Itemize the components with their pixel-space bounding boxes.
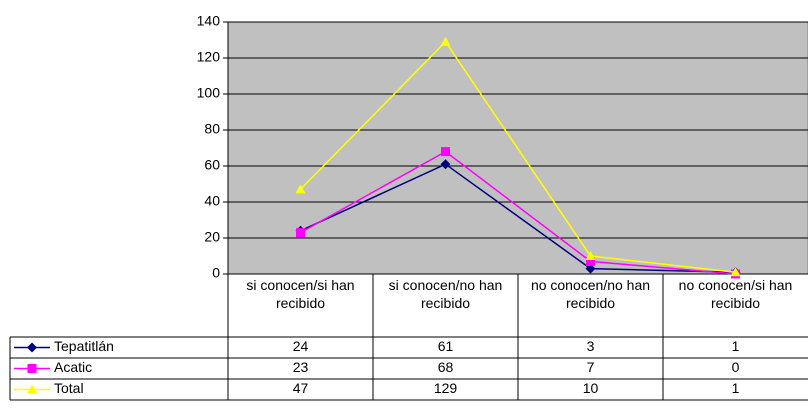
y-tick-label: 0	[212, 265, 220, 281]
x-tick-label: no conocen/no han recibido	[530, 277, 651, 311]
table-cell: 23	[293, 359, 309, 375]
table-cell: 7	[587, 359, 595, 375]
series-line	[299, 40, 736, 273]
table-cell: 1	[732, 338, 740, 354]
marker	[295, 184, 306, 194]
table-cell: 3	[587, 338, 595, 354]
category-label-box: si conocen/no han recibido	[388, 277, 503, 311]
table-cell: 10	[583, 380, 599, 396]
y-tick-label: 40	[204, 193, 220, 209]
y-tick-label: 140	[197, 13, 221, 29]
x-tick-label: no conocen/si han recibido	[678, 277, 793, 311]
series-line	[300, 163, 736, 273]
marker	[296, 228, 305, 238]
marker	[441, 147, 450, 157]
marker	[440, 36, 451, 46]
category-label-box: si conocen/si han recibido	[246, 277, 355, 311]
marker	[440, 159, 451, 170]
marker	[586, 256, 595, 266]
table-cell: 24	[293, 338, 309, 354]
table-cell: 68	[438, 359, 454, 375]
marker	[27, 342, 37, 353]
table-cell: 47	[293, 380, 309, 396]
table-cell: 61	[438, 338, 454, 354]
marker	[730, 267, 741, 277]
y-tick-label: 60	[204, 157, 220, 173]
x-tick-label: si conocen/no han recibido	[388, 277, 503, 311]
legend-label: Acatic	[54, 359, 92, 375]
table-cell: 1	[732, 380, 740, 396]
category-label-box: no conocen/no han recibido	[530, 277, 651, 311]
y-tick-label: 80	[204, 121, 220, 137]
legend-label: Tepatitlán	[54, 338, 114, 354]
category-label-box: no conocen/si han recibido	[678, 277, 793, 311]
marker	[27, 364, 37, 373]
y-tick-label: 120	[197, 49, 221, 65]
series-line	[300, 150, 736, 275]
marker	[585, 251, 596, 260]
x-tick-label: si conocen/si han recibido	[246, 277, 355, 311]
marker	[585, 263, 596, 274]
table-cell: 0	[732, 359, 740, 375]
y-tick-label: 20	[204, 229, 220, 245]
y-tick-label: 100	[197, 85, 221, 101]
table-cell: 129	[434, 380, 458, 396]
marker	[27, 384, 37, 394]
legend-label: Total	[54, 380, 84, 396]
